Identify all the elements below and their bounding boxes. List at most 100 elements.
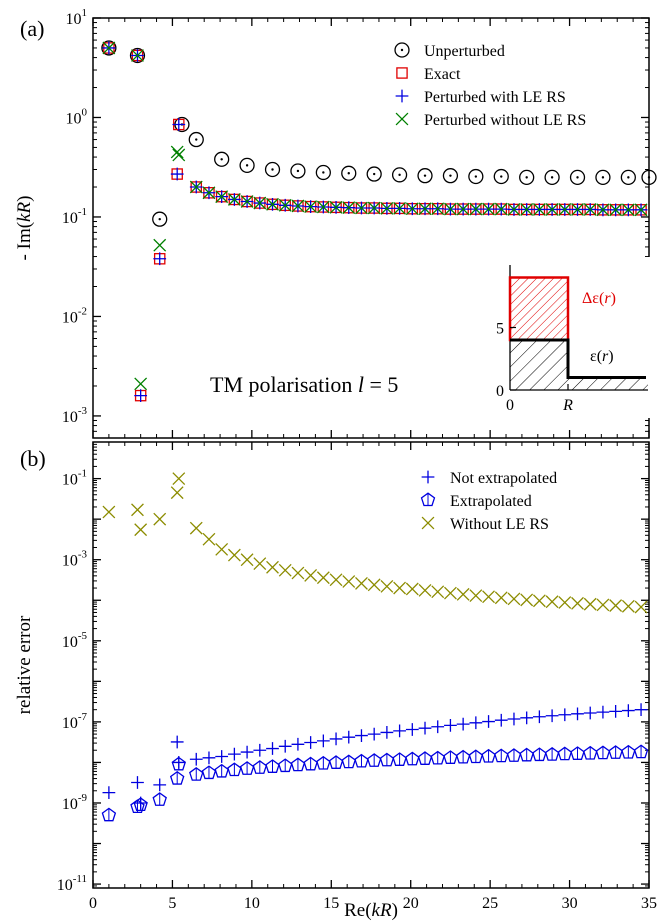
panel-b-legend: Not extrapolated Extrapolated Without LE R…	[420, 470, 557, 533]
perturbed-without-le-rs-point-35	[558, 203, 572, 216]
legend-marker-not-extrapolated	[421, 470, 435, 484]
perturbed-without-le-rs-point-1	[131, 49, 144, 62]
x-tick-label-6: 30	[562, 895, 578, 912]
without-le-rs-point-0	[102, 505, 116, 519]
without-le-rs-point-36	[571, 596, 584, 610]
legend-label-perturbed-without-le-rs: Perturbed without LE RS	[424, 112, 586, 129]
not-extrapolated-point-0	[102, 786, 116, 800]
perturbed-without-le-rs-point-12	[266, 197, 279, 211]
panel-b-ylabel: relative error	[14, 615, 35, 714]
without-le-rs-point-1	[131, 503, 144, 517]
inset-y-tick-label-1: 5	[496, 321, 504, 338]
extrapolated-point-35	[557, 746, 573, 761]
unperturbed-point-19-dot	[576, 176, 579, 179]
perturbed-without-le-rs-point-27	[456, 202, 470, 216]
not-extrapolated-point-21	[380, 726, 394, 739]
not-extrapolated-point-19	[355, 729, 368, 742]
unperturbed-point-10	[341, 165, 357, 181]
extrapolated-point-8	[214, 763, 229, 778]
without-le-rs-point-12	[266, 560, 279, 574]
perturbed-without-le-rs-point-18	[342, 201, 356, 215]
not-extrapolated-point-28	[469, 716, 483, 730]
x-tick-label-4: 20	[403, 895, 419, 912]
y-tick-label-4: 10-9	[62, 792, 88, 813]
unperturbed-point-18	[544, 169, 560, 185]
perturbed-without-le-rs-point-32	[520, 203, 534, 216]
extrapolated-point-21	[379, 752, 395, 767]
extrapolated-point-19	[354, 753, 369, 768]
without-le-rs-point-13	[278, 563, 292, 577]
y-tick-label-1: 10-3	[62, 549, 88, 570]
legend-marker-extrapolated	[420, 492, 436, 507]
shared-xlabel: Re(kR)	[344, 900, 398, 921]
panel-b-label: (b)	[20, 446, 46, 471]
perturbed-without-le-rs-point-7	[202, 186, 216, 200]
perturbed-without-le-rs-point-23	[405, 202, 419, 216]
extrapolated-point-27	[455, 749, 471, 764]
unperturbed-point-12	[391, 167, 408, 183]
extrapolated-point-20	[366, 753, 382, 767]
inset-base-region	[510, 340, 568, 390]
y-tick-label-0: 101	[66, 7, 88, 28]
unperturbed-point-12-dot	[398, 173, 401, 177]
panel-b-frame	[92, 441, 650, 889]
unperturbed-point-6-dot	[245, 164, 249, 167]
panel-a-legend: Unperturbed Exact Perturbed with LE RS Pert…	[394, 42, 586, 129]
perturbed-with-le-rs-point-4	[170, 167, 184, 181]
not-extrapolated-point-18	[342, 730, 356, 744]
without-le-rs-point-14	[291, 566, 305, 580]
unperturbed-point-22	[641, 169, 657, 185]
panel-a-ticks	[92, 17, 650, 439]
x-tick-label-7: 35	[641, 895, 657, 912]
perturbed-without-le-rs-point-11	[253, 196, 267, 210]
extrapolated-point-3	[152, 792, 167, 806]
not-extrapolated-point-29	[482, 715, 495, 728]
extrapolated-point-18	[341, 754, 356, 769]
panel-a-marks	[101, 40, 657, 402]
panel-a-ylabel: - Im(kR)	[14, 196, 35, 261]
without-le-rs-point-41	[634, 600, 648, 614]
extrapolated-point-9	[227, 762, 242, 777]
not-extrapolated-point-16	[316, 734, 330, 748]
perturbed-without-le-rs-point-41	[634, 203, 648, 217]
extrapolated-point-7	[201, 765, 217, 780]
unperturbed-point-15-dot	[474, 175, 478, 178]
without-le-rs-point-2	[134, 523, 148, 537]
perturbed-without-le-rs-point-17	[329, 200, 343, 214]
without-le-rs-point-23	[405, 582, 419, 596]
x-tick-label-1: 5	[168, 895, 176, 912]
without-le-rs-point-17	[329, 573, 343, 587]
without-le-rs-point-22	[393, 581, 407, 595]
extrapolated-point-41	[633, 744, 649, 759]
without-le-rs-point-10	[240, 553, 254, 567]
not-extrapolated-point-31	[507, 712, 521, 726]
not-extrapolated-point-10	[240, 745, 254, 759]
x-tick-label-5: 25	[482, 895, 498, 912]
without-le-rs-point-26	[444, 586, 457, 600]
perturbed-without-le-rs-point-22	[393, 201, 407, 215]
not-extrapolated-point-9	[228, 747, 241, 761]
unperturbed-point-4-dot	[195, 138, 198, 141]
not-extrapolated-point-27	[456, 717, 470, 731]
legend-label-perturbed-with-le-rs: Perturbed with LE RS	[424, 89, 566, 106]
not-extrapolated-point-23	[405, 723, 419, 736]
unperturbed-point-6	[239, 157, 255, 174]
inset-delta-label: Δε(r)	[582, 290, 616, 307]
unperturbed-point-0	[101, 40, 117, 56]
not-extrapolated-point-39	[609, 704, 623, 718]
panel-b: (b) 0 5 10 15 20 25 30 35 10-1 10-3 10-5 10-7 10-9 10…	[14, 441, 657, 912]
without-le-rs-point-30	[494, 591, 508, 605]
extrapolated-point-34	[544, 746, 560, 761]
unperturbed-point-11	[366, 166, 382, 182]
perturbed-without-le-rs-point-37	[583, 203, 597, 216]
unperturbed-point-18-dot	[550, 176, 554, 179]
perturbed-with-le-rs-point-2	[134, 389, 148, 402]
unperturbed-point-10-dot	[347, 172, 350, 175]
unperturbed-point-14-dot	[449, 174, 452, 177]
not-extrapolated-point-6	[189, 752, 203, 766]
not-extrapolated-point-37	[583, 706, 597, 720]
perturbed-without-le-rs-point-3	[153, 238, 167, 252]
without-le-rs-point-32	[520, 593, 534, 607]
extrapolated-point-23	[405, 751, 420, 766]
perturbed-without-le-rs-point-19	[355, 201, 368, 215]
